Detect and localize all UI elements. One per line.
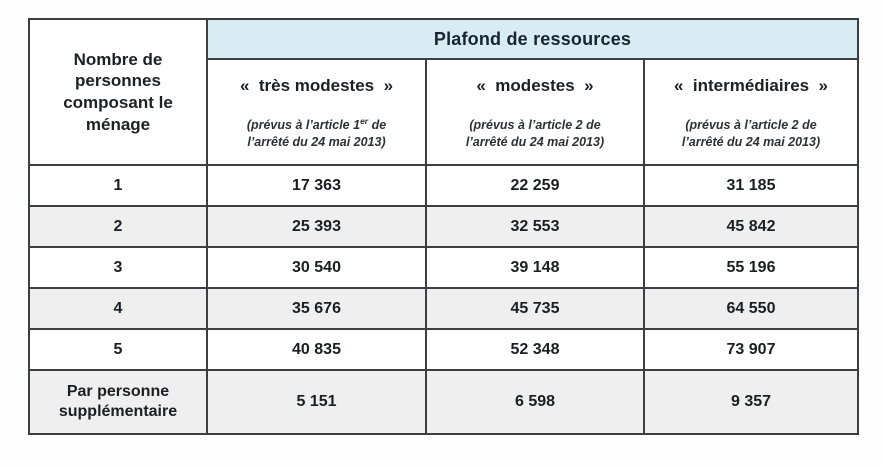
column-subtitle-modestes: (prévus à l’article 2 de l’arrêté du 24 … xyxy=(427,117,643,150)
cell-value: 22 259 xyxy=(425,164,645,207)
column-header-modestes: « modestes » (prévus à l’article 2 de l’… xyxy=(425,58,645,166)
column-title-intermediaires: « intermédiaires » xyxy=(673,76,829,96)
cell-value: 40 835 xyxy=(206,328,427,371)
household-size-header-label: Nombre de personnes composant le ménage xyxy=(63,49,173,134)
subtitle-text: de xyxy=(368,118,387,133)
subtitle-text: (prévus à l’article 2 de xyxy=(469,118,601,133)
subtitle-text: l’arrêté du 24 mai 2013) xyxy=(247,134,386,149)
column-header-intermediaires: « intermédiaires » (prévus à l’article 2… xyxy=(642,58,860,166)
cell-value: 9 357 xyxy=(642,369,860,435)
row-label: 5 xyxy=(28,328,208,371)
row-label: 2 xyxy=(28,205,208,248)
cell-value: 52 348 xyxy=(425,328,645,371)
table-row: 4 35 676 45 735 64 550 xyxy=(28,287,860,330)
cell-value: 17 363 xyxy=(206,164,427,207)
column-subtitle-intermediaires: (prévus à l’article 2 de l’arrêté du 24 … xyxy=(645,117,857,150)
cell-value: 31 185 xyxy=(642,164,860,207)
cell-value: 32 553 xyxy=(425,205,645,248)
table-row: 1 17 363 22 259 31 185 xyxy=(28,164,860,207)
subtitle-text: l’arrêté du 24 mai 2013) xyxy=(681,134,821,149)
row-label: 3 xyxy=(28,246,208,289)
cell-value: 55 196 xyxy=(642,246,860,289)
cell-value: 39 148 xyxy=(425,246,645,289)
subtitle-superscript: er xyxy=(360,116,369,127)
subtitle-text: l’arrêté du 24 mai 2013) xyxy=(465,134,605,149)
column-title-modestes: « modestes » xyxy=(476,76,594,96)
row-label: Par personne supplémentaire xyxy=(28,369,208,435)
cell-value: 35 676 xyxy=(206,287,427,330)
cell-value: 64 550 xyxy=(642,287,860,330)
household-size-header: Nombre de personnes composant le ménage xyxy=(28,18,208,166)
plafond-ressources-table: Nombre de personnes composant le ménage … xyxy=(28,18,860,435)
table-row: 2 25 393 32 553 45 842 xyxy=(28,205,860,248)
table-row: 5 40 835 52 348 73 907 xyxy=(28,328,860,371)
cell-value: 6 598 xyxy=(425,369,645,435)
column-subtitle-tres-modestes: (prévus à l’article 1er de l’arrêté du 2… xyxy=(208,117,425,150)
table-row-extra-person: Par personne supplémentaire 5 151 6 598 … xyxy=(28,369,860,435)
cell-value: 5 151 xyxy=(206,369,427,435)
row-label: 1 xyxy=(28,164,208,207)
row-label-text: Par personne supplémentaire xyxy=(58,383,178,420)
cell-value: 45 842 xyxy=(642,205,860,248)
cell-value: 45 735 xyxy=(425,287,645,330)
column-header-tres-modestes: « très modestes » (prévus à l’article 1e… xyxy=(206,58,427,166)
cell-value: 25 393 xyxy=(206,205,427,248)
cell-value: 30 540 xyxy=(206,246,427,289)
row-label: 4 xyxy=(28,287,208,330)
subtitle-text: (prévus à l’article 1 xyxy=(246,118,361,133)
cell-value: 73 907 xyxy=(642,328,860,371)
main-header: Plafond de ressources xyxy=(205,18,860,60)
column-title-tres-modestes: « très modestes » xyxy=(239,76,394,96)
table-row: 3 30 540 39 148 55 196 xyxy=(28,246,860,289)
subtitle-text: (prévus à l’article 2 de xyxy=(685,118,817,133)
